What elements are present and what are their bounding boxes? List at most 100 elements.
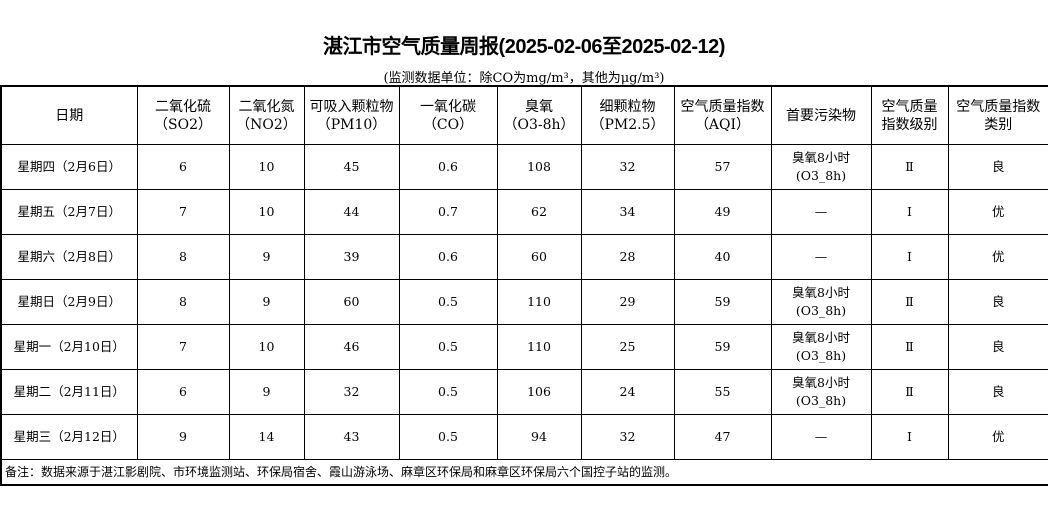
table-cell: 60 bbox=[303, 279, 400, 325]
header-line: 二氧化氮 bbox=[238, 98, 295, 115]
table-cell: 94 bbox=[496, 414, 582, 460]
table-cell: 57 bbox=[673, 144, 772, 190]
table-cell: 0.5 bbox=[398, 279, 498, 325]
table-cell: 32 bbox=[580, 414, 675, 460]
table-cell: Ⅰ bbox=[870, 234, 949, 280]
table-cell: 10 bbox=[228, 189, 305, 235]
table-cell: 星期一（2月10日） bbox=[0, 324, 138, 370]
table-cell: 0.5 bbox=[398, 369, 498, 415]
table-cell: 24 bbox=[580, 369, 675, 415]
table-cell: 0.6 bbox=[398, 144, 498, 190]
table-cell: 9 bbox=[228, 369, 305, 415]
table-cell: 45 bbox=[303, 144, 400, 190]
table-cell: 110 bbox=[496, 324, 582, 370]
table-cell: Ⅱ bbox=[870, 144, 949, 190]
table-cell: 55 bbox=[673, 369, 772, 415]
table-cell: 32 bbox=[580, 144, 675, 190]
table-cell: Ⅱ bbox=[870, 324, 949, 370]
table-cell: 7 bbox=[136, 324, 230, 370]
table-cell: 29 bbox=[580, 279, 675, 325]
header-line: 空气质量指数 bbox=[680, 98, 765, 115]
table-row: 星期一（2月10日） 7 10 46 0.5 110 25 59 臭氧8小时 (O3_8h) Ⅱ 良 bbox=[0, 324, 1048, 370]
table-cell: 8 bbox=[136, 234, 230, 280]
column-header: 一氧化碳 （CO） bbox=[398, 85, 498, 145]
table-row: 星期五（2月7日） 7 10 44 0.7 62 34 49— Ⅰ 优 bbox=[0, 189, 1048, 235]
table-cell: — bbox=[770, 414, 872, 460]
table-cell: — bbox=[770, 234, 872, 280]
column-header: 臭氧 （O3-8h） bbox=[496, 85, 582, 145]
header-line: 可吸入颗粒物 bbox=[309, 98, 394, 115]
header-line: （PM2.5） bbox=[590, 116, 665, 133]
table-cell: 34 bbox=[580, 189, 675, 235]
table-cell: 良 bbox=[947, 279, 1048, 325]
table-cell: 星期六（2月8日） bbox=[0, 234, 138, 280]
table-cell: 62 bbox=[496, 189, 582, 235]
header-line: 一氧化碳 bbox=[420, 98, 476, 115]
table-row: 星期四（2月6日） 6 10 45 0.6 108 32 57 臭氧8小时 (O3_8h) Ⅱ 良 bbox=[0, 144, 1048, 190]
table-cell: 39 bbox=[303, 234, 400, 280]
table-cell: 臭氧8小时 (O3_8h) bbox=[770, 324, 872, 370]
table-cell: 60 bbox=[496, 234, 582, 280]
table-cell: Ⅰ bbox=[870, 414, 949, 460]
table-cell: 40 bbox=[673, 234, 772, 280]
table-row: 星期三（2月12日） 9 14 43 0.5 94 32 47— Ⅰ 优 bbox=[0, 414, 1048, 460]
header-line: 类别 bbox=[984, 116, 1013, 133]
table-cell: 7 bbox=[136, 189, 230, 235]
table-cell: 星期三（2月12日） bbox=[0, 414, 138, 460]
table-cell: 优 bbox=[947, 234, 1048, 280]
header-row: 日期 二氧化硫 （SO2） 二氧化氮 （NO2） 可吸入颗粒物 （PM10） 一氧化碳 （CO）… bbox=[0, 85, 1048, 145]
header-line: 二氧化硫 bbox=[155, 98, 211, 115]
header-line: 指数级别 bbox=[881, 116, 938, 133]
table-cell: 108 bbox=[496, 144, 582, 190]
table-cell: 星期二（2月11日） bbox=[0, 369, 138, 415]
table-cell: 59 bbox=[673, 279, 772, 325]
header-line: 空气质量 bbox=[881, 98, 938, 115]
table-row: 星期二（2月11日） 6 9 32 0.5 106 24 55 臭氧8小时 (O3_8h) Ⅱ 良 bbox=[0, 369, 1048, 415]
column-header: 首要污染物 bbox=[770, 85, 872, 145]
column-header: 二氧化硫 （SO2） bbox=[136, 85, 230, 145]
table-cell: 星期五（2月7日） bbox=[0, 189, 138, 235]
table-cell: 110 bbox=[496, 279, 582, 325]
table-cell: 43 bbox=[303, 414, 400, 460]
header-line: （CO） bbox=[422, 116, 474, 133]
header-line: 首要污染物 bbox=[786, 107, 856, 124]
table-cell: 臭氧8小时 (O3_8h) bbox=[770, 144, 872, 190]
column-header: 空气质量 指数级别 bbox=[870, 85, 949, 145]
table-cell: 9 bbox=[228, 279, 305, 325]
table-cell: 8 bbox=[136, 279, 230, 325]
table-cell: 14 bbox=[228, 414, 305, 460]
table-cell: 星期四（2月6日） bbox=[0, 144, 138, 190]
header-line: 空气质量指数 bbox=[956, 98, 1041, 115]
table-cell: 优 bbox=[947, 189, 1048, 235]
footnote: 备注：数据来源于湛江影剧院、市环境监测站、环保局宿舍、霞山游泳场、麻章区环保局和… bbox=[0, 459, 1048, 486]
table-cell: 9 bbox=[136, 414, 230, 460]
table-cell: 臭氧8小时 (O3_8h) bbox=[770, 279, 872, 325]
column-header: 空气质量指数 类别 bbox=[947, 85, 1048, 145]
table-cell: 良 bbox=[947, 144, 1048, 190]
table-cell: 良 bbox=[947, 369, 1048, 415]
header-line: 日期 bbox=[55, 107, 84, 124]
table-cell: 10 bbox=[228, 144, 305, 190]
header-line: （AQI） bbox=[694, 116, 751, 133]
table-cell: 9 bbox=[228, 234, 305, 280]
table-cell: 47 bbox=[673, 414, 772, 460]
table-cell: Ⅱ bbox=[870, 369, 949, 415]
column-header: 细颗粒物 （PM2.5） bbox=[580, 85, 675, 145]
table-cell: Ⅰ bbox=[870, 189, 949, 235]
table-cell: 星期日（2月9日） bbox=[0, 279, 138, 325]
column-header: 日期 bbox=[0, 85, 138, 145]
table-cell: 46 bbox=[303, 324, 400, 370]
table-cell: 44 bbox=[303, 189, 400, 235]
table-cell: 28 bbox=[580, 234, 675, 280]
air-quality-table: 日期 二氧化硫 （SO2） 二氧化氮 （NO2） 可吸入颗粒物 （PM10） 一氧化碳 （CO）… bbox=[0, 85, 1048, 486]
column-header: 空气质量指数 （AQI） bbox=[673, 85, 772, 145]
unit-note: (监测数据单位：除CO为mg/m³，其他为μg/m³) bbox=[383, 71, 665, 86]
header-line: 臭氧 bbox=[525, 98, 553, 115]
table-cell: 59 bbox=[673, 324, 772, 370]
table-cell: 49 bbox=[673, 189, 772, 235]
table-cell: 优 bbox=[947, 414, 1048, 460]
table-cell: 10 bbox=[228, 324, 305, 370]
column-header: 可吸入颗粒物 （PM10） bbox=[303, 85, 400, 145]
page-title: 湛江市空气质量周报(2025-02-06至2025-02-12) bbox=[323, 36, 725, 58]
header-line: （NO2） bbox=[236, 116, 297, 133]
